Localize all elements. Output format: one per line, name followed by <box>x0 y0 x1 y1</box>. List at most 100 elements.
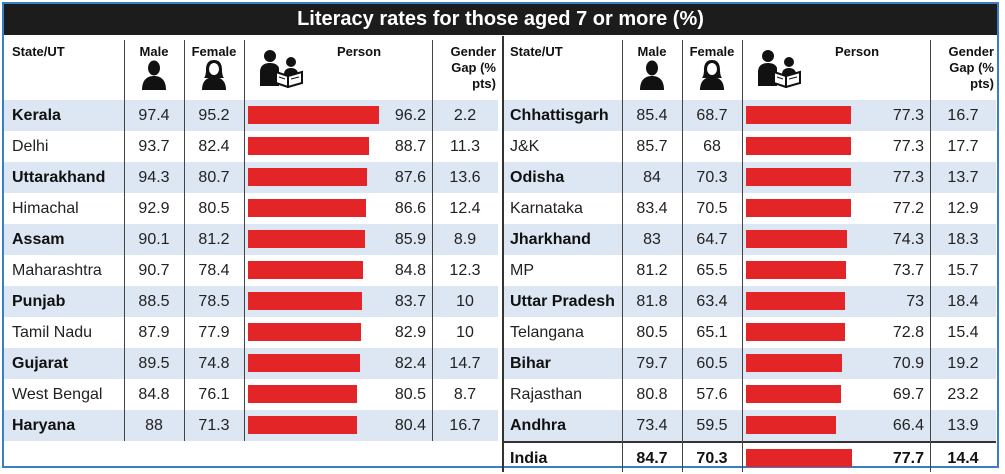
person-bar <box>248 106 379 124</box>
person-bar <box>248 230 365 248</box>
table-row: Assam 90.1 81.2 85.9 8.9 <box>4 224 498 255</box>
gender-gap-value: 12.3 <box>449 262 481 279</box>
state-name: Maharashtra <box>12 262 102 279</box>
person-value: 88.7 <box>394 138 426 155</box>
person-value: 77.7 <box>892 450 924 467</box>
person-bar <box>746 106 852 124</box>
person-value: 77.3 <box>892 169 924 186</box>
table-row: Uttarakhand 94.3 80.7 87.6 13.6 <box>4 162 498 193</box>
male-value: 88.5 <box>138 293 170 310</box>
state-name: Kerala <box>12 107 61 124</box>
column-header-state: State/UT <box>12 44 65 59</box>
female-value: 70.3 <box>696 450 728 467</box>
female-value: 68 <box>703 138 721 155</box>
person-value: 82.9 <box>394 324 426 341</box>
gender-gap-value: 18.3 <box>947 231 979 248</box>
female-value: 78.5 <box>198 293 230 310</box>
person-bar <box>248 292 362 310</box>
male-value: 87.9 <box>138 324 170 341</box>
column-header-gender-gap: Gender Gap (% pts) <box>948 44 994 91</box>
male-value: 92.9 <box>138 200 170 217</box>
column-header-person: Person <box>834 44 880 59</box>
male-value: 94.3 <box>138 169 170 186</box>
male-person-icon <box>142 60 166 90</box>
person-bar <box>746 416 837 434</box>
table-row: Telangana 80.5 65.1 72.8 15.4 <box>502 317 996 348</box>
female-value: 80.7 <box>198 169 230 186</box>
gender-gap-value: 11.3 <box>450 138 480 155</box>
state-name: Telangana <box>510 324 584 341</box>
india-total-row: India 84.7 70.3 77.7 14.4 <box>502 441 996 472</box>
gender-gap-value: 14.7 <box>449 355 481 372</box>
female-value: 57.6 <box>696 386 728 403</box>
female-value: 65.1 <box>696 324 728 341</box>
table-row: Maharashtra 90.7 78.4 84.8 12.3 <box>4 255 498 286</box>
parent-child-reading-icon <box>260 50 303 88</box>
person-value: 84.8 <box>394 262 426 279</box>
female-value: 63.4 <box>696 293 728 310</box>
person-value: 77.3 <box>892 107 924 124</box>
female-value: 64.7 <box>696 231 728 248</box>
gender-gap-value: 10 <box>456 293 474 310</box>
person-value: 96.2 <box>394 107 426 124</box>
table-row: West Bengal 84.8 76.1 80.5 8.7 <box>4 379 498 410</box>
person-value: 73 <box>906 293 924 310</box>
gender-gap-value: 8.7 <box>453 386 477 403</box>
person-bar <box>248 137 369 155</box>
female-value: 81.2 <box>198 231 230 248</box>
table-row: Gujarat 89.5 74.8 82.4 14.7 <box>4 348 498 379</box>
person-bar <box>746 449 852 467</box>
gender-gap-value: 16.7 <box>947 107 979 124</box>
female-value: 78.4 <box>198 262 230 279</box>
female-value: 82.4 <box>198 138 230 155</box>
person-value: 87.6 <box>394 169 426 186</box>
table-row: Delhi 93.7 82.4 88.7 11.3 <box>4 131 498 162</box>
gender-gap-value: 17.7 <box>947 138 979 155</box>
male-value: 84 <box>643 169 661 186</box>
column-divider <box>184 40 185 441</box>
table-row: Bihar 79.7 60.5 70.9 19.2 <box>502 348 996 379</box>
column-header-gender-gap: Gender Gap (% pts) <box>450 44 496 91</box>
table-row: MP 81.2 65.5 73.7 15.7 <box>502 255 996 286</box>
column-header-female: Female <box>191 44 237 59</box>
female-value: 76.1 <box>198 386 230 403</box>
male-value: 84.7 <box>636 450 668 467</box>
state-name: Delhi <box>12 138 49 155</box>
male-value: 73.4 <box>636 417 668 434</box>
gender-gap-value: 15.7 <box>947 262 979 279</box>
male-value: 83.4 <box>636 200 668 217</box>
person-bar <box>248 416 358 434</box>
male-value: 97.4 <box>138 107 170 124</box>
state-name: Punjab <box>12 293 66 310</box>
female-value: 77.9 <box>198 324 230 341</box>
person-value: 80.4 <box>394 417 426 434</box>
person-value: 72.8 <box>892 324 924 341</box>
column-header-female: Female <box>689 44 735 59</box>
table-row: Tamil Nadu 87.9 77.9 82.9 10 <box>4 317 498 348</box>
column-divider <box>502 36 504 472</box>
table-row: Kerala 97.4 95.2 96.2 2.2 <box>4 100 498 131</box>
table-row: Andhra 73.4 59.5 66.4 13.9 <box>502 410 996 441</box>
person-bar <box>746 137 852 155</box>
person-bar <box>248 354 361 372</box>
person-value: 77.2 <box>892 200 924 217</box>
state-name: MP <box>510 262 534 279</box>
person-value: 77.3 <box>892 138 924 155</box>
person-value: 66.4 <box>892 417 924 434</box>
female-value: 95.2 <box>198 107 230 124</box>
column-divider <box>682 40 683 472</box>
table-row: Uttar Pradesh 81.8 63.4 73 18.4 <box>502 286 996 317</box>
right-table-panel: State/UT Male Female Person Gender Gap (% pt… <box>502 36 996 472</box>
person-bar <box>746 323 845 341</box>
table-row: Himachal 92.9 80.5 86.6 12.4 <box>4 193 498 224</box>
gender-gap-value: 2.2 <box>453 107 477 124</box>
table-row: Haryana 88 71.3 80.4 16.7 <box>4 410 498 441</box>
column-divider <box>930 40 931 472</box>
column-header-state: State/UT <box>510 44 563 59</box>
gender-gap-value: 10 <box>456 324 474 341</box>
table-row: Punjab 88.5 78.5 83.7 10 <box>4 286 498 317</box>
table-row: Rajasthan 80.8 57.6 69.7 23.2 <box>502 379 996 410</box>
person-bar <box>746 292 846 310</box>
gender-gap-value: 18.4 <box>947 293 979 310</box>
table-row: J&K 85.7 68 77.3 17.7 <box>502 131 996 162</box>
